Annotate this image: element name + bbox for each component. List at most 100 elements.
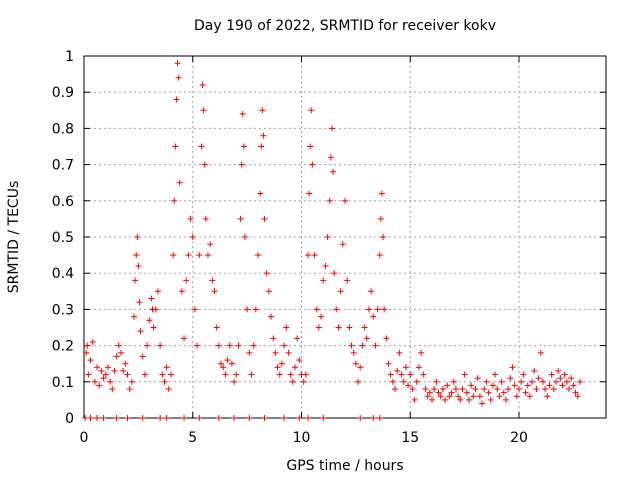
data-point [137, 328, 144, 335]
data-point [176, 179, 183, 186]
data-point [170, 252, 177, 259]
data-point [148, 295, 155, 302]
data-point [211, 288, 218, 295]
data-point [283, 324, 290, 331]
data-point [385, 360, 392, 367]
data-point [431, 386, 438, 393]
data-point [306, 190, 313, 197]
data-point [476, 393, 483, 400]
data-point [507, 375, 514, 382]
data-point [455, 393, 462, 400]
data-point [505, 386, 512, 393]
data-point [552, 378, 559, 385]
data-point [181, 335, 188, 342]
data-point [370, 415, 377, 421]
data-point [387, 371, 394, 378]
data-point [409, 386, 416, 393]
data-point [258, 143, 265, 150]
data-point [326, 197, 333, 204]
data-point [524, 382, 531, 389]
data-point [161, 378, 168, 385]
data-point [324, 234, 331, 240]
data-point [448, 389, 455, 396]
data-point [381, 306, 388, 313]
data-point [492, 371, 499, 378]
data-point [231, 415, 238, 421]
data-point [102, 371, 109, 378]
data-point [100, 375, 107, 382]
data-point [352, 360, 359, 367]
data-point [546, 382, 553, 389]
data-point [113, 353, 120, 360]
data-point [139, 353, 146, 360]
y-tick-label: 0.6 [52, 194, 74, 210]
data-point [294, 335, 301, 342]
data-point [574, 393, 581, 400]
data-point [272, 349, 279, 356]
data-point [331, 270, 338, 277]
data-point [215, 415, 222, 421]
data-point [231, 378, 238, 385]
data-point [398, 371, 405, 378]
data-point [132, 277, 139, 284]
data-point [400, 378, 407, 385]
data-point [420, 371, 427, 378]
data-point [285, 349, 292, 356]
data-point [422, 386, 429, 393]
data-point [481, 386, 488, 393]
data-point [376, 415, 383, 421]
data-point [522, 389, 529, 396]
data-point [131, 313, 138, 320]
data-point [483, 378, 490, 385]
data-point [374, 306, 381, 313]
data-point [415, 364, 422, 371]
data-point [359, 342, 366, 349]
data-point [346, 324, 353, 331]
data-point [87, 415, 94, 421]
data-point [328, 125, 335, 132]
data-point [82, 415, 89, 421]
data-point [518, 378, 525, 385]
data-point [315, 324, 322, 331]
data-point [559, 382, 566, 389]
data-point [368, 288, 375, 295]
data-point [337, 288, 344, 295]
data-point [163, 364, 170, 371]
y-tick-label: 0.2 [52, 339, 74, 355]
data-point [135, 262, 142, 269]
data-point [494, 386, 501, 393]
data-point [139, 415, 146, 421]
y-tick-label: 0.5 [52, 230, 74, 246]
data-point [246, 415, 253, 421]
data-point [185, 252, 192, 259]
grid-lines [84, 56, 606, 418]
chart-title: Day 190 of 2022, SRMTID for receiver kok… [194, 18, 496, 34]
data-point [437, 393, 444, 400]
data-point [444, 382, 451, 389]
data-point [174, 60, 181, 67]
data-point [165, 386, 172, 393]
y-tick-label: 0.3 [52, 302, 74, 318]
data-point [202, 215, 209, 222]
data-point [183, 277, 190, 284]
data-point [300, 378, 307, 385]
data-point [307, 143, 314, 150]
data-point [213, 324, 220, 331]
data-point [238, 161, 245, 168]
data-point [429, 396, 435, 403]
data-point [322, 262, 329, 269]
data-point [533, 386, 540, 393]
data-point [146, 317, 153, 324]
y-tick-label: 0.1 [52, 375, 74, 391]
data-point [115, 342, 122, 349]
data-point [94, 415, 101, 421]
data-point [85, 371, 92, 378]
data-point [539, 378, 546, 385]
data-point [241, 234, 248, 240]
data-point [209, 277, 216, 284]
data-point [479, 400, 486, 407]
data-point [439, 386, 446, 393]
data-point [189, 234, 196, 240]
y-axis-label: SRMTID / TECUs [6, 181, 22, 294]
data-point [224, 357, 231, 364]
